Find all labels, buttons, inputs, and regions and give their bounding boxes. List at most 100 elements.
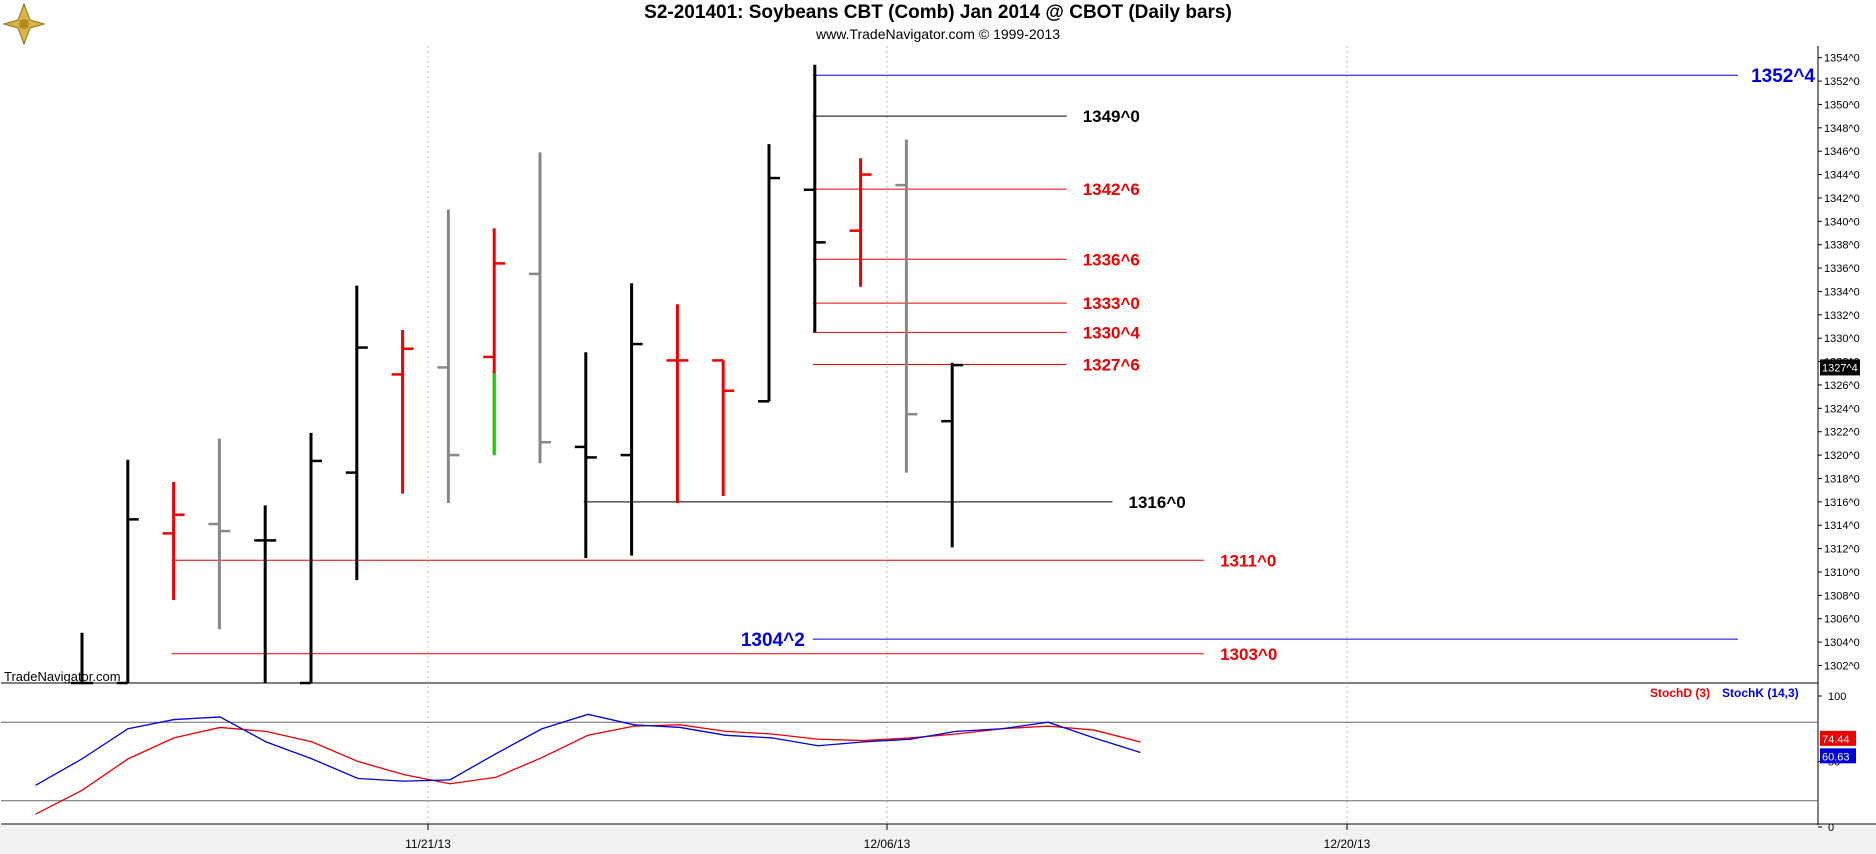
stoch-data-point [1047,725,1049,727]
stoch-data-point [311,741,313,743]
y-tick-label: 1332^0 [1824,310,1860,322]
stoch-data-point [81,789,83,791]
stoch-data-point [863,741,865,743]
price-level-label: 1330^4 [1083,323,1141,342]
stoch-data-point [173,718,175,721]
y-tick-label: 1318^0 [1824,473,1860,485]
stoch-current-marker [1820,730,1856,746]
stoch-data-point [955,733,957,735]
stoch-data-point [817,738,819,740]
y-tick-label: 1336^0 [1824,263,1860,275]
y-tick-label: 1304^0 [1824,637,1860,649]
stoch-data-point [725,734,727,736]
stoch-data-point [863,739,865,742]
stoch-data-point [1093,737,1095,739]
last-price-marker [1820,359,1860,376]
stoch-data-point [1001,728,1003,730]
x-tick-label: 12/20/13 [1324,837,1371,851]
y-tick-label: 1322^0 [1824,427,1860,439]
y-tick-label: 1344^0 [1824,170,1860,182]
y-tick-label: 1312^0 [1824,544,1860,556]
stoch-data-point [587,713,589,715]
chart-title: S2-201401: Soybeans CBT (Comb) Jan 2014 … [644,2,1232,23]
y-tick-label: 1330^0 [1824,333,1860,345]
stoch-data-point [357,777,359,780]
stoch-data-point [265,741,267,743]
stoch-data-point [449,779,451,781]
stoch-data-point [679,724,681,726]
y-tick-label: 1302^0 [1824,660,1860,672]
price-level-label: 1311^0 [1220,551,1276,570]
price-level-label: 1316^0 [1129,493,1186,512]
y-tick-label: 1320^0 [1824,450,1860,462]
stoch-data-point [81,758,83,760]
stoch-series-line [35,713,1141,786]
stoch-data-point [173,737,175,739]
price-level-label: 1342^6 [1083,180,1140,199]
stoch-data-point [771,733,773,735]
stoch-data-point [1139,741,1141,743]
stoch-data-point [909,738,911,740]
stoch-data-point [541,728,543,730]
stoch-legend-k: StochK (14,3) [1722,686,1799,700]
y-tick-label: 1346^0 [1824,146,1860,158]
price-level-label: 1352^4 [1751,66,1815,87]
stoch-y-tick-label: 100 [1828,691,1846,703]
y-tick-label: 1348^0 [1824,123,1860,135]
stoch-data-point [633,724,635,726]
stoch-current-label: 60.63 [1822,751,1850,763]
stoch-data-point [495,753,497,755]
stoch-data-point [909,737,911,739]
stoch-data-point [679,726,681,729]
stoch-data-point [265,730,267,732]
stoch-data-point [1139,751,1141,753]
stoch-current-marker [1820,748,1856,764]
y-tick-label: 1340^0 [1824,216,1860,228]
watermark-text: TradeNavigator.com [4,669,121,684]
y-tick-label: 1354^0 [1824,53,1860,65]
stoch-data-point [127,728,129,730]
y-tick-label: 1308^0 [1824,590,1860,602]
stoch-data-point [311,758,313,760]
price-level-label: 1304^2 [741,630,805,651]
y-tick-label: 1316^0 [1824,497,1860,509]
y-tick-label: 1310^0 [1824,567,1860,579]
x-tick-label: 11/21/13 [405,837,451,851]
stoch-data-point [955,730,957,732]
x-axis-band [0,825,1876,854]
stoch-data-point [35,813,37,815]
stoch-data-point [35,784,37,786]
x-tick-label: 12/06/13 [864,837,911,851]
y-tick-label: 1326^0 [1824,380,1860,392]
stoch-data-point [771,737,773,739]
y-tick-label: 1334^0 [1824,286,1860,298]
last-price-label: 1327^4 [1822,362,1858,374]
price-level-label: 1333^0 [1083,294,1140,313]
stoch-data-point [403,780,405,782]
stoch-data-point [633,725,635,727]
stoch-data-point [1093,729,1095,731]
stoch-data-point [357,760,359,763]
y-tick-label: 1306^0 [1824,614,1860,626]
y-tick-label: 1352^0 [1824,76,1860,88]
stoch-data-point [449,783,451,785]
tradenavigator-logo-icon [2,2,46,46]
price-level-label: 1327^6 [1083,356,1140,375]
stoch-data-point [403,774,405,776]
stoch-data-point [1047,721,1049,723]
stoch-current-label: 74.44 [1822,734,1850,746]
y-axis-area [1818,46,1876,836]
stoch-data-point [219,716,221,718]
stoch-data-point [495,776,497,778]
y-tick-label: 1338^0 [1824,240,1860,252]
stoch-data-point [127,758,129,760]
y-tick-label: 1314^0 [1824,520,1860,532]
stoch-data-point [541,756,543,759]
stoch-data-point [725,730,727,732]
chart-subtitle: www.TradeNavigator.com © 1999-2013 [815,26,1061,42]
y-tick-label: 1350^0 [1824,99,1860,111]
y-tick-label: 1324^0 [1824,403,1860,415]
stoch-data-point [817,745,819,747]
stoch-data-point [587,734,589,736]
